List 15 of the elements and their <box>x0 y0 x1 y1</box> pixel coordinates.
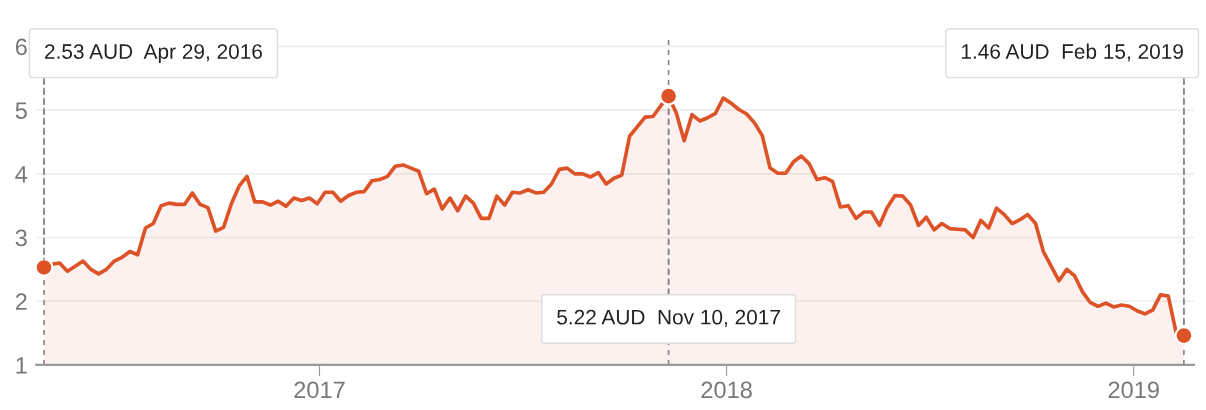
x-tick-label: 2019 <box>1108 381 1159 399</box>
y-tick-label: 3 <box>15 229 27 247</box>
y-tick-label: 2 <box>15 293 27 310</box>
annotation: 2.53 AUD Apr 29, 2016 <box>45 44 262 64</box>
point <box>34 258 54 277</box>
y-tick-label: 4 <box>15 166 28 183</box>
y-tick-label: 5 <box>15 102 27 119</box>
point <box>1174 326 1194 345</box>
y-tick-label: 1 <box>16 357 27 374</box>
annotation: 1.46 AUD Feb 15, 2019 <box>961 43 1183 62</box>
x-tick-label: 2018 <box>701 381 752 399</box>
point <box>659 86 678 106</box>
y-tick-label: 6 <box>15 38 27 56</box>
x-tick-label: 2017 <box>294 381 345 399</box>
annotation: 5.22 AUD Nov 10, 2017 <box>557 309 780 328</box>
